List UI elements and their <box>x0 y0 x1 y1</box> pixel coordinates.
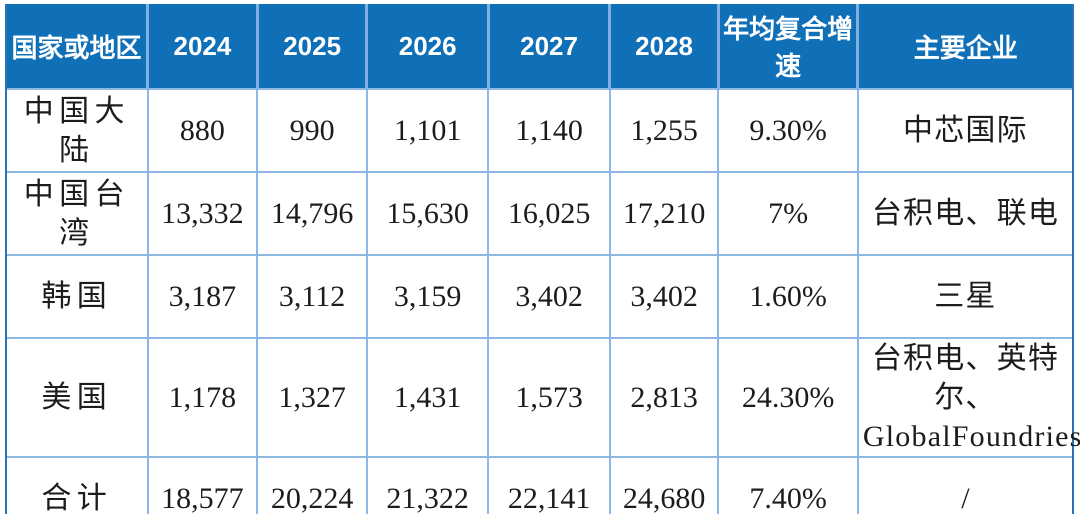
companies-cell: 三星 <box>856 254 1072 339</box>
table-row-total: 合计 18,577 20,224 21,322 22,141 24,680 7.… <box>7 456 1072 514</box>
value-cell-2026: 1,101 <box>365 88 490 173</box>
value-cell-2024: 3,187 <box>146 254 259 339</box>
column-header-2025: 2025 <box>255 4 367 89</box>
value-cell-2028: 2,813 <box>608 337 720 458</box>
column-header-2027: 2027 <box>486 4 610 89</box>
region-cell: 韩国 <box>7 254 149 339</box>
value-cell-2024: 18,577 <box>146 456 259 514</box>
value-cell-2026: 15,630 <box>365 171 490 256</box>
cagr-cell: 9.30% <box>717 88 859 173</box>
value-cell-2027: 22,141 <box>487 456 611 514</box>
column-header-2028: 2028 <box>608 4 719 89</box>
cagr-cell: 7.40% <box>717 456 859 514</box>
region-foundry-table: 国家或地区 2024 2025 2026 2027 2028 年均复合增速 主要… <box>7 4 1080 514</box>
table-row-korea: 韩国 3,187 3,112 3,159 3,402 3,402 1.60% 三… <box>7 254 1072 339</box>
column-header-2024: 2024 <box>146 4 258 89</box>
column-header-region: 国家或地区 <box>7 4 148 89</box>
region-foundry-table-frame: 国家或地区 2024 2025 2026 2027 2028 年均复合增速 主要… <box>5 4 1080 514</box>
column-header-companies: 主要企业 <box>856 4 1072 89</box>
value-cell-2027: 1,573 <box>487 337 611 458</box>
companies-cell: 台积电、联电 <box>856 171 1072 256</box>
value-cell-2026: 21,322 <box>365 456 490 514</box>
region-cell: 美国 <box>7 337 149 458</box>
value-cell-2025: 3,112 <box>256 254 368 339</box>
header-row: 国家或地区 2024 2025 2026 2027 2028 年均复合增速 主要… <box>7 4 1072 89</box>
value-cell-2025: 990 <box>256 88 368 173</box>
cagr-cell: 24.30% <box>717 337 859 458</box>
cagr-cell: 7% <box>717 171 859 256</box>
value-cell-2025: 14,796 <box>256 171 368 256</box>
value-cell-2028: 3,402 <box>608 254 720 339</box>
column-header-2026: 2026 <box>365 4 489 89</box>
value-cell-2024: 13,332 <box>146 171 259 256</box>
companies-cell: 台积电、英特尔、GlobalFoundries <box>856 337 1080 458</box>
table-header: 国家或地区 2024 2025 2026 2027 2028 年均复合增速 主要… <box>7 4 1072 89</box>
table-row-usa: 美国 1,178 1,327 1,431 1,573 2,813 24.30% … <box>7 337 1080 458</box>
cagr-cell: 1.60% <box>717 254 859 339</box>
value-cell-2028: 24,680 <box>608 456 720 514</box>
column-header-cagr: 年均复合增速 <box>716 4 858 89</box>
table-body: 中国大陆 880 990 1,101 1,140 1,255 9.30% 中芯国… <box>7 88 1080 514</box>
value-cell-2026: 1,431 <box>365 337 490 458</box>
value-cell-2025: 20,224 <box>256 456 368 514</box>
region-cell: 中国大陆 <box>7 88 149 173</box>
companies-cell: 中芯国际 <box>856 88 1072 173</box>
value-cell-2024: 880 <box>146 88 259 173</box>
value-cell-2026: 3,159 <box>365 254 490 339</box>
value-cell-2028: 17,210 <box>608 171 720 256</box>
value-cell-2027: 16,025 <box>487 171 611 256</box>
table-row-china-mainland: 中国大陆 880 990 1,101 1,140 1,255 9.30% 中芯国… <box>7 88 1072 173</box>
value-cell-2025: 1,327 <box>256 337 368 458</box>
region-cell: 中国台湾 <box>7 171 149 256</box>
table-row-china-taiwan: 中国台湾 13,332 14,796 15,630 16,025 17,210 … <box>7 171 1072 256</box>
value-cell-2028: 1,255 <box>608 88 720 173</box>
value-cell-2027: 3,402 <box>487 254 611 339</box>
companies-cell: / <box>856 456 1072 514</box>
value-cell-2024: 1,178 <box>146 337 259 458</box>
region-cell: 合计 <box>7 456 149 514</box>
value-cell-2027: 1,140 <box>487 88 611 173</box>
